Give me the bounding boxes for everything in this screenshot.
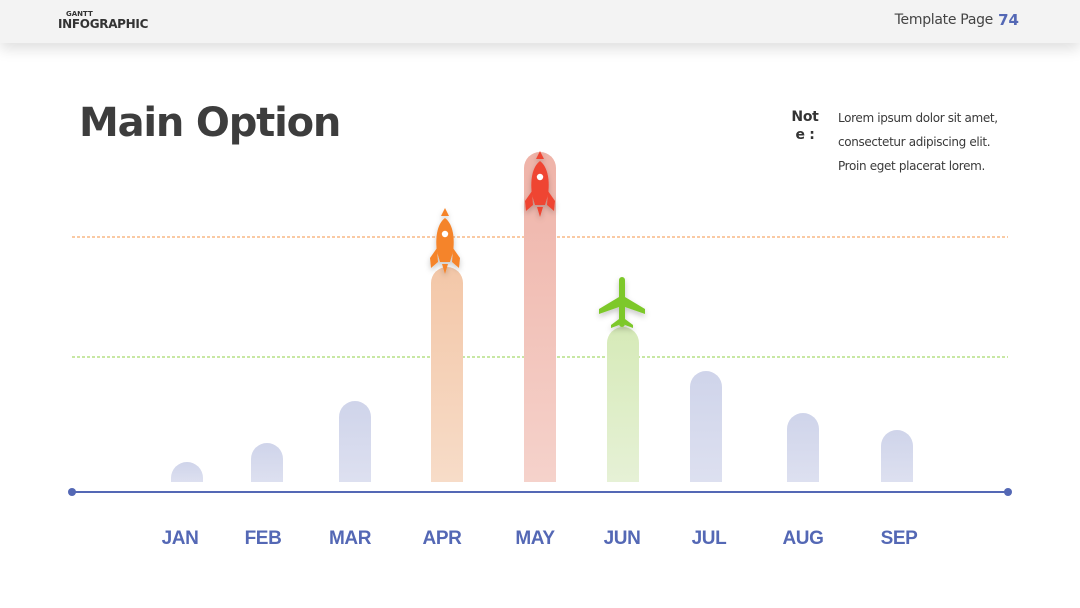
note-text: Lorem ipsum dolor sit amet, consectetur … (838, 111, 998, 173)
page-label: Template Page (894, 12, 994, 28)
airplane-icon-jun (599, 277, 645, 328)
page-number: 74 (998, 11, 1019, 29)
brand-small-text: GANTT (66, 10, 93, 18)
x-tick-label-feb: FEB (245, 528, 282, 549)
brand-logo-text: INFOGRAPHIC (58, 17, 149, 31)
rocket-icon-may (525, 151, 555, 217)
x-tick-label-sep: SEP (881, 528, 919, 549)
bar-jan (171, 462, 203, 482)
axis-start-dot (68, 488, 76, 496)
x-axis (68, 488, 1012, 496)
bar-sep (881, 430, 913, 482)
bar-feb (251, 443, 283, 482)
x-tick-label-apr: APR (423, 528, 463, 549)
bar-apr (431, 267, 463, 482)
x-tick-label-may: MAY (515, 528, 555, 549)
bar-jul (690, 371, 722, 482)
chart-icons (430, 151, 645, 328)
bar-may (524, 152, 556, 482)
bar-jun (607, 327, 639, 482)
bar-mar (339, 401, 371, 482)
note-label: Note : (791, 109, 819, 143)
x-tick-label-jan: JAN (162, 528, 199, 549)
x-tick-label-jul: JUL (692, 528, 727, 549)
header-bar: GANTT INFOGRAPHIC Template Page 74 (0, 0, 1080, 43)
bars-group (171, 152, 913, 482)
page-title: Main Option (79, 100, 341, 146)
x-tick-label-mar: MAR (329, 528, 372, 549)
x-tick-label-jun: JUN (604, 528, 641, 549)
rocket-icon-apr (430, 208, 460, 274)
bar-aug (787, 413, 819, 482)
axis-end-dot (1004, 488, 1012, 496)
x-axis-labels: JAN FEB MAR APR MAY JUN JUL AUG SEP (162, 528, 919, 549)
x-tick-label-aug: AUG (782, 528, 823, 549)
